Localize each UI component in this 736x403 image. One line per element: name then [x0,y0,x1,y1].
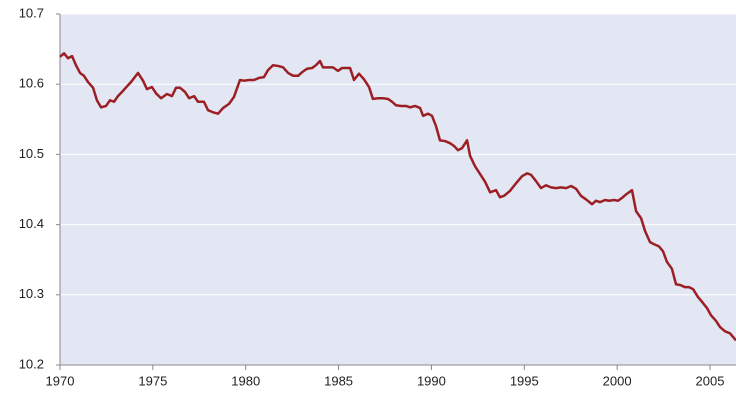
y-tick-label: 10.6 [19,76,44,91]
x-tick-label: 1975 [138,373,167,388]
x-tick-label: 1995 [510,373,539,388]
y-tick-label: 10.4 [19,216,44,231]
x-tick-label: 1970 [46,373,75,388]
plot-area [60,14,736,365]
data-line [59,52,736,342]
y-tick-label: 10.2 [19,356,44,371]
y-tick-label: 10.5 [19,146,44,161]
y-tick-label: 10.3 [19,286,44,301]
x-tick-label: 1980 [231,373,260,388]
x-tick-label: 2005 [696,373,725,388]
y-tick-label: 10.7 [19,5,44,20]
x-tick-label: 1990 [417,373,446,388]
x-tick-label: 1985 [324,373,353,388]
x-tick-label: 2000 [603,373,632,388]
